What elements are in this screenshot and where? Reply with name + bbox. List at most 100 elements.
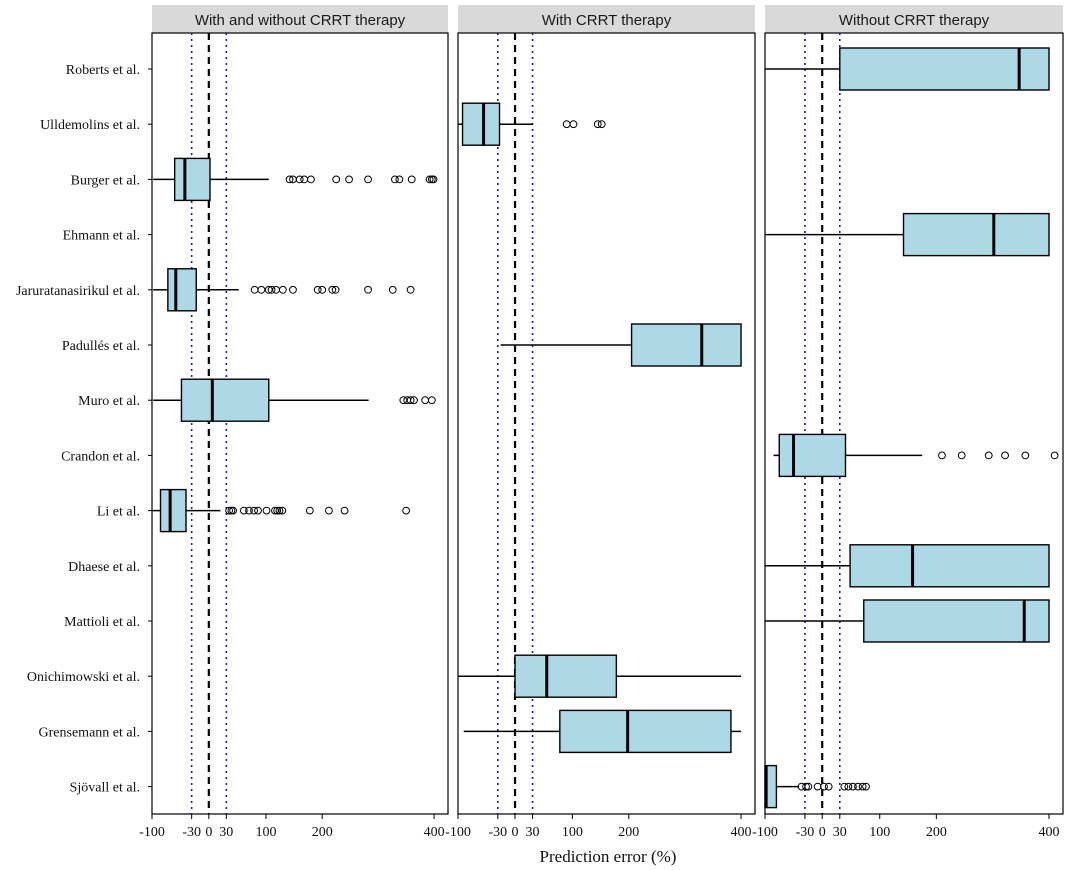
study-label: Ehmann et al. [63, 229, 140, 244]
outlier-point [938, 451, 946, 460]
outlier-point [254, 506, 262, 515]
outlier-point [273, 506, 282, 515]
x-tick-label: 30 [526, 825, 540, 840]
outlier-point [593, 120, 602, 129]
outlier-point [429, 175, 438, 184]
panel-frame [151, 32, 449, 815]
x-tick-label: 30 [219, 825, 233, 840]
outlier-point [425, 175, 434, 184]
x-tick-label: 100 [869, 825, 890, 840]
outlier-point [328, 285, 337, 294]
study-label: Dhaese et al. [68, 560, 140, 575]
x-tick-label: 200 [312, 825, 333, 840]
x-tick-label: -100 [139, 825, 165, 840]
study-label: Crandon et al. [61, 449, 140, 464]
iqr-box [839, 47, 1050, 91]
outlier-point [391, 175, 399, 184]
panel-title: With and without CRRT therapy [195, 12, 406, 29]
x-tick-label: -100 [445, 825, 471, 840]
panel-title: With CRRT therapy [542, 12, 672, 29]
outlier-point [264, 285, 273, 294]
x-tick-label: 100 [255, 825, 276, 840]
boxplot [765, 544, 1050, 588]
outlier-point [285, 175, 294, 184]
outlier-point [225, 506, 234, 515]
outlier-point [569, 120, 578, 129]
outlier-point [820, 782, 828, 791]
iqr-box [902, 212, 1050, 257]
boxplot [765, 212, 1050, 257]
outlier-point [427, 396, 436, 405]
outlier-point [340, 506, 349, 515]
outlier-point [305, 506, 314, 515]
iqr-box [173, 157, 211, 202]
outlier-point [862, 782, 870, 791]
iqr-box [863, 599, 1050, 643]
boxplot [458, 654, 742, 698]
x-tick-label: 400 [731, 825, 752, 840]
boxplot [152, 488, 411, 533]
study-label: Jaruratanasirikul et al. [16, 284, 140, 299]
outlier-point [984, 451, 993, 460]
outlier-point [804, 782, 813, 791]
panel-frame [764, 32, 1064, 815]
study-label: Sjövall et al. [70, 781, 140, 796]
outlier-point [364, 285, 372, 294]
outlier-point [271, 506, 279, 515]
outlier-point [406, 396, 415, 405]
iqr-box [167, 268, 197, 312]
x-axis-title: Prediction error (%) [540, 847, 677, 866]
panel-strip [152, 5, 448, 33]
outlier-point [345, 175, 353, 184]
outlier-point [331, 285, 340, 294]
x-tick-label: 0 [819, 825, 826, 840]
outlier-point [597, 120, 606, 129]
x-tick-label: -30 [182, 825, 201, 840]
study-label: Onichimowski et al. [27, 670, 140, 685]
outlier-point [957, 451, 966, 460]
study-label: Ulldemolins et al. [40, 118, 140, 133]
outlier-point [849, 782, 857, 791]
outlier-point [229, 506, 237, 515]
outlier-point [844, 782, 853, 791]
panel-title: Without CRRT therapy [839, 12, 990, 29]
outlier-point [275, 506, 284, 515]
outlier-point [307, 175, 315, 184]
outlier-point [824, 782, 833, 791]
outlier-point [318, 285, 327, 294]
outlier-point [1050, 451, 1059, 460]
outlier-point [278, 285, 287, 294]
boxplot [153, 378, 436, 422]
outlier-point [858, 782, 867, 791]
iqr-box [461, 102, 501, 146]
outlier-point [239, 506, 248, 515]
boxplot [153, 157, 438, 202]
x-tick-label: 0 [512, 825, 519, 840]
study-label: Li et al. [97, 505, 140, 520]
x-tick-label: -30 [488, 825, 507, 840]
x-tick-label: -100 [752, 825, 778, 840]
study-label: Grensemann et al. [39, 725, 140, 740]
outlier-point [840, 782, 849, 791]
study-label: Roberts et al. [66, 63, 140, 78]
boxplot [500, 323, 742, 367]
boxplot [765, 599, 1050, 643]
iqr-box [559, 709, 732, 754]
x-tick-label: 100 [562, 825, 583, 840]
outlier-point [802, 782, 810, 791]
study-label: Muro et al. [78, 394, 140, 409]
outlier-point [245, 506, 253, 515]
outlier-point [395, 175, 404, 184]
boxplot [153, 268, 415, 312]
boxplot [764, 764, 870, 809]
outlier-point [295, 175, 304, 184]
outlier-point [364, 175, 372, 184]
outlier-point [313, 285, 322, 294]
iqr-box [849, 544, 1050, 588]
outlier-point [854, 782, 862, 791]
boxplot [458, 102, 606, 146]
outlier-point [325, 506, 333, 515]
outlier-point [250, 506, 258, 515]
outlier-point [1001, 451, 1009, 460]
